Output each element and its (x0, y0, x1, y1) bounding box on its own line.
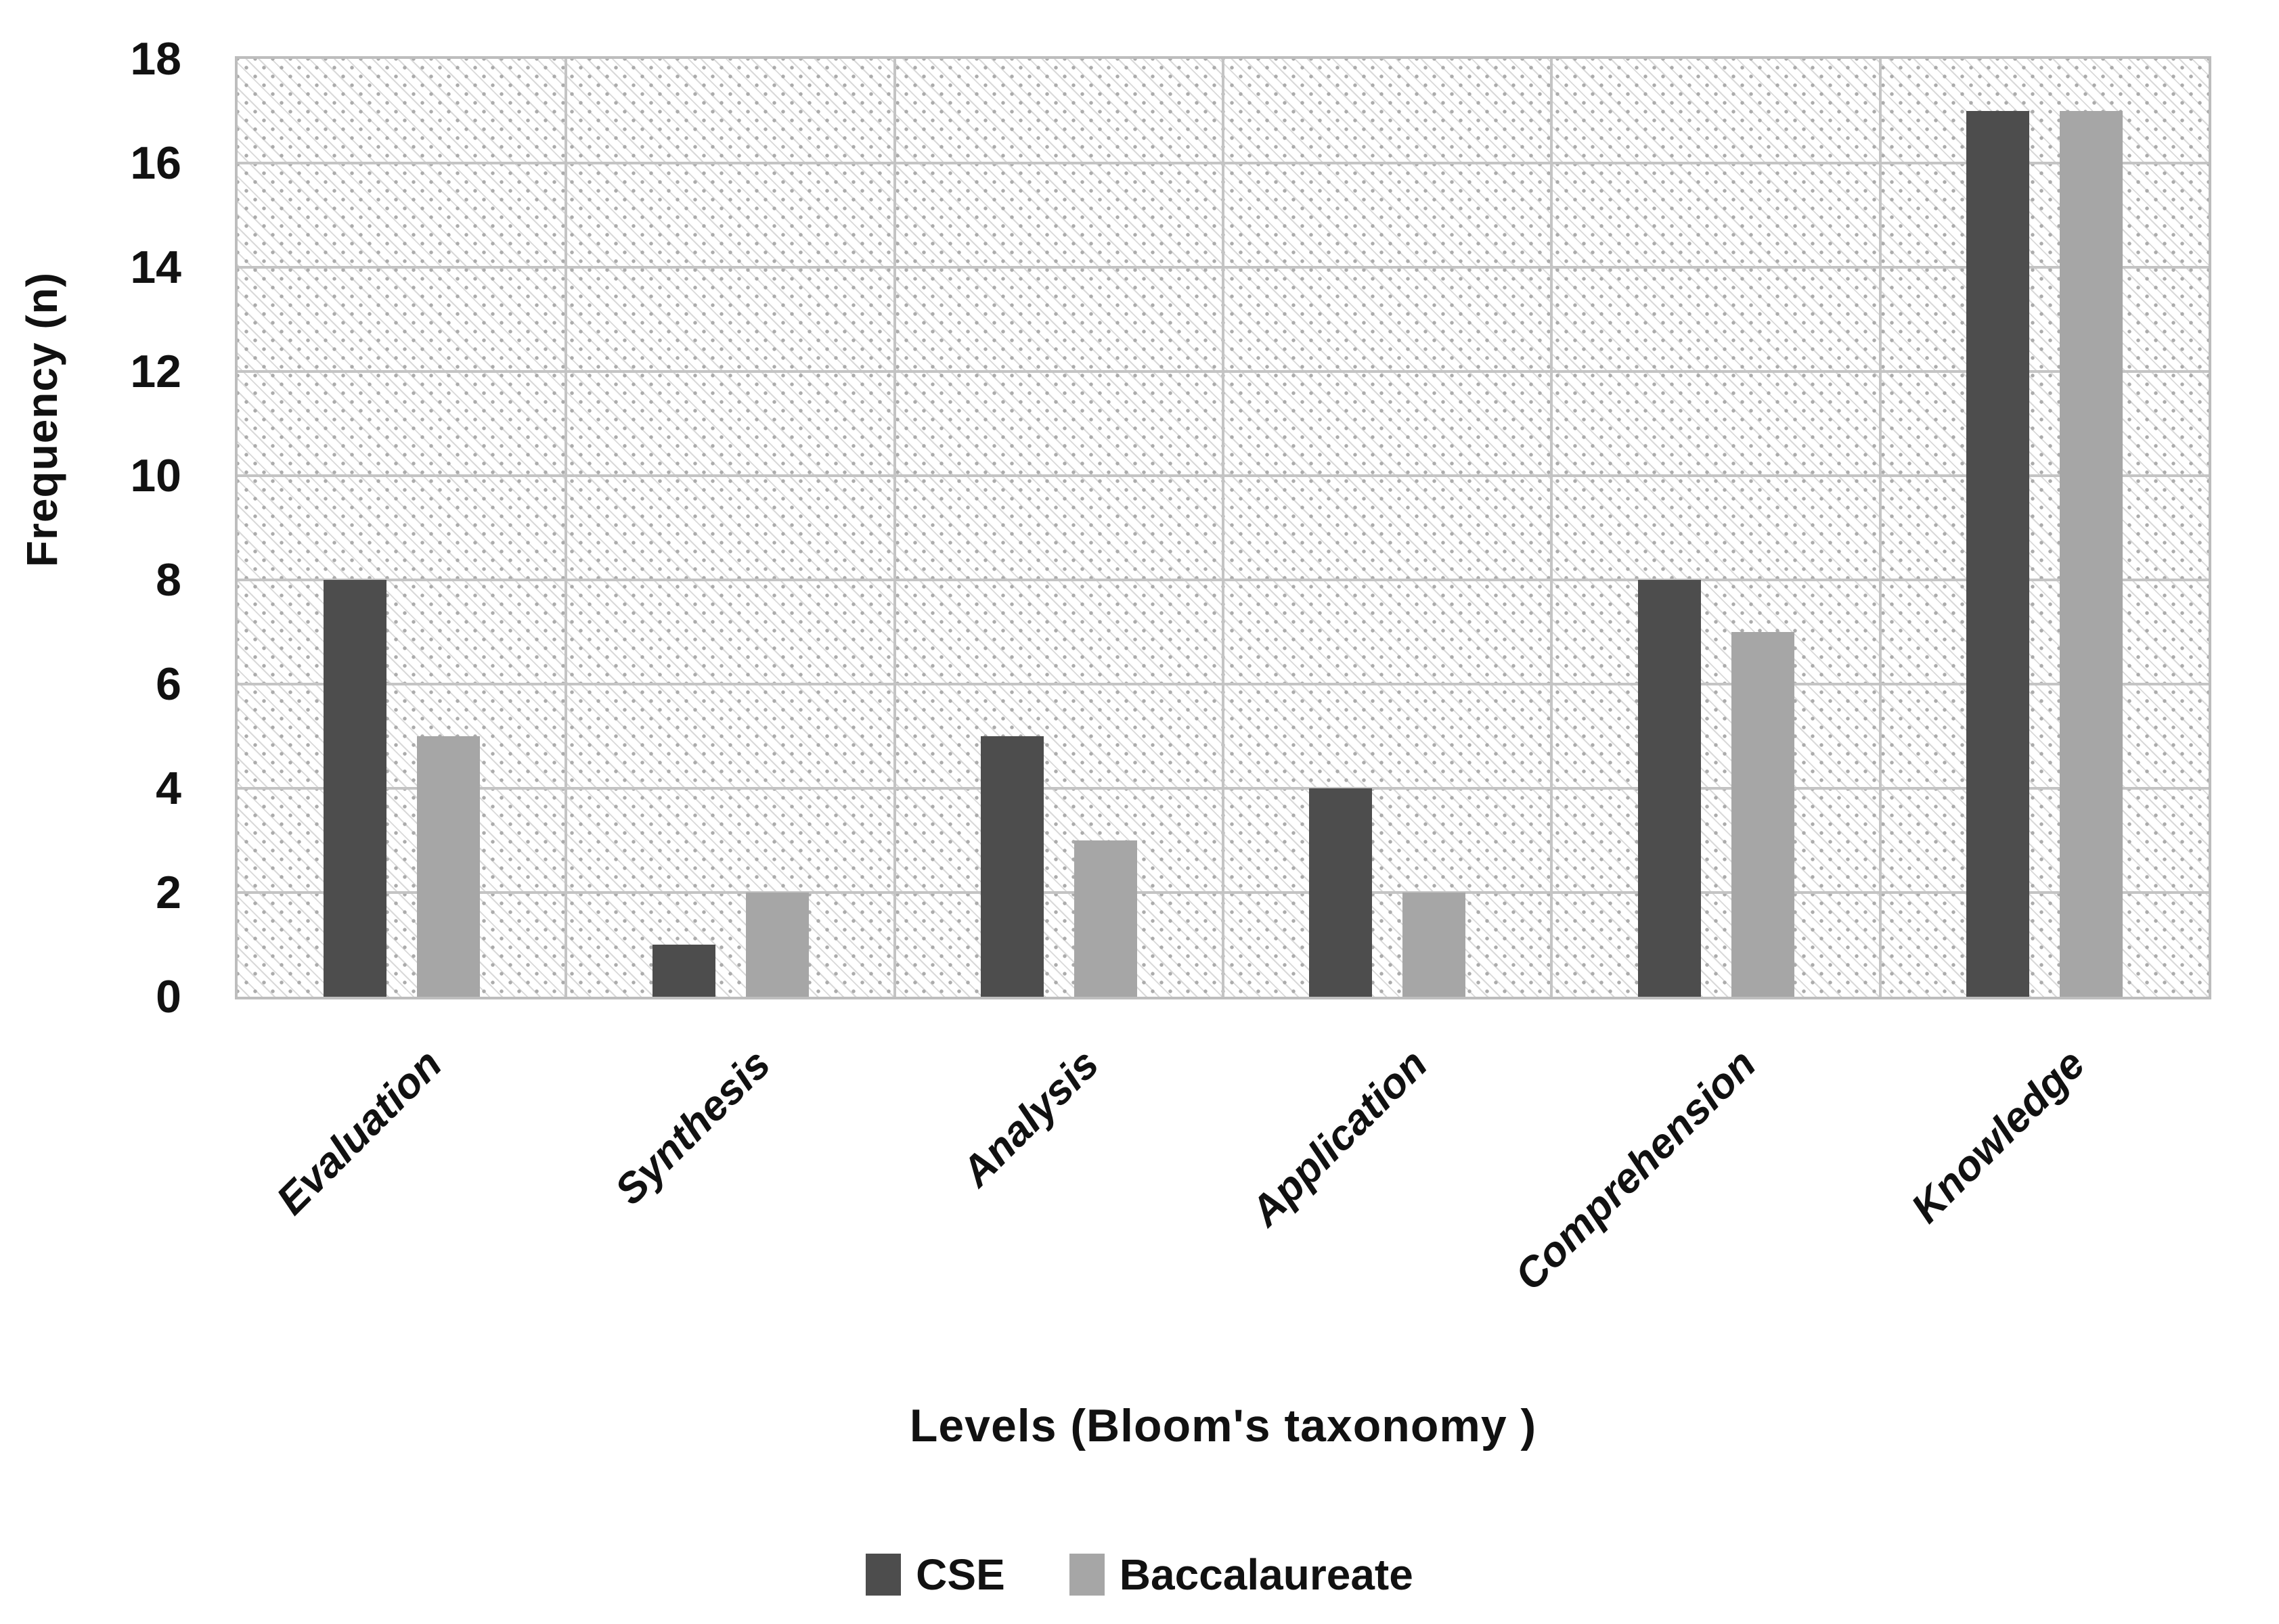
x-category-label-synthesis: Synthesis (606, 1040, 780, 1214)
gridline-v-3 (1222, 59, 1224, 997)
y-tick-label-0: 0 (156, 971, 181, 1022)
y-tick-label-16: 16 (130, 137, 181, 189)
bar-baccalaureate-analysis (1074, 840, 1137, 997)
y-tick-label-8: 8 (156, 554, 181, 606)
legend-item-cse: CSE (866, 1551, 1005, 1598)
bar-cse-application (1309, 788, 1373, 997)
y-tick-label-12: 12 (130, 346, 181, 397)
gridline-v-4 (1550, 59, 1553, 997)
y-tick-label-10: 10 (130, 450, 181, 501)
y-tick-label-14: 14 (130, 242, 181, 293)
bar-baccalaureate-evaluation (417, 736, 481, 997)
bar-cse-knowledge (1966, 111, 2029, 997)
y-tick-label-4: 4 (156, 763, 181, 814)
bar-cse-analysis (980, 736, 1044, 997)
x-category-label-application: Application (1241, 1040, 1437, 1236)
y-tick-label-6: 6 (156, 658, 181, 710)
legend: CSE Baccalaureate (0, 1551, 2279, 1598)
y-tick-label-18: 18 (130, 33, 181, 85)
legend-label-cse: CSE (916, 1550, 1005, 1599)
y-axis-tick-labels: 0 2 4 6 8 10 12 14 16 18 (0, 0, 181, 1624)
y-tick-label-2: 2 (156, 867, 181, 918)
bar-baccalaureate-knowledge (2059, 111, 2123, 997)
bar-baccalaureate-application (1402, 893, 1466, 997)
x-category-label-evaluation: Evaluation (267, 1040, 451, 1224)
legend-swatch-baccalaureate-icon (1069, 1554, 1105, 1596)
x-category-label-analysis: Analysis (952, 1040, 1109, 1196)
gridline-v-2 (893, 59, 896, 997)
bar-baccalaureate-comprehension (1731, 632, 1794, 997)
x-axis-title: Levels (Bloom's taxonomy ) (909, 1400, 1537, 1451)
x-category-label-comprehension: Comprehension (1506, 1040, 1765, 1300)
legend-item-baccalaureate: Baccalaureate (1069, 1551, 1413, 1598)
legend-label-baccalaureate: Baccalaureate (1119, 1550, 1413, 1599)
gridline-v-1 (565, 59, 568, 997)
x-category-label-knowledge: Knowledge (1902, 1040, 2094, 1232)
bar-cse-comprehension (1637, 580, 1701, 997)
legend-swatch-cse-icon (866, 1554, 902, 1596)
plot-area (235, 56, 2211, 999)
bar-baccalaureate-synthesis (745, 893, 809, 997)
gridline-v-5 (1878, 59, 1882, 997)
bar-cse-evaluation (324, 580, 387, 997)
bar-cse-synthesis (652, 945, 715, 997)
